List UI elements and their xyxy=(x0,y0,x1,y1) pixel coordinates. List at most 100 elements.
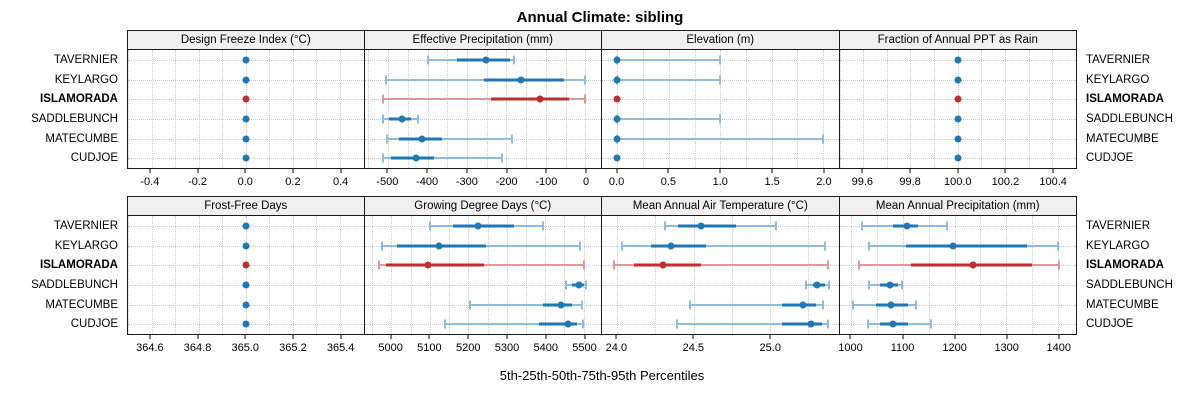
percentile-whisker xyxy=(614,264,828,267)
gridline-vertical xyxy=(545,50,547,168)
median-dot xyxy=(242,154,250,162)
gridline-vertical xyxy=(886,50,888,168)
median-dot xyxy=(954,56,962,64)
median-dot xyxy=(667,242,675,249)
median-dot xyxy=(242,261,250,269)
gridline-vertical xyxy=(526,216,527,334)
gridline-vertical xyxy=(957,50,959,168)
whisker-cap xyxy=(914,300,917,309)
axis-row-top: -0.4 -0.2 0.0 0.2 0.4 -500 -400 -300 -200 -100 0 … xyxy=(0,169,1200,196)
gridline-vertical xyxy=(807,216,809,334)
gridline-vertical xyxy=(466,50,468,168)
axis-tick-label: 1.5 xyxy=(764,176,780,188)
gridline-vertical xyxy=(668,50,670,168)
whisker-cap xyxy=(469,300,472,309)
panel-header-effective-precipitation: Effective Precipitation (mm) xyxy=(364,31,601,50)
median-dot xyxy=(398,115,406,123)
axis-tick-label: -400 xyxy=(416,176,439,188)
row-label: KEYLARGO xyxy=(54,239,118,252)
median-dot xyxy=(807,320,815,328)
row-label: TAVERNIER xyxy=(1086,219,1151,232)
chart-title: Annual Climate: sibling xyxy=(516,9,684,26)
gridline-vertical xyxy=(583,216,585,334)
panel-band-bottom: TAVERNIER KEYLARGO ISLAMORADA SADDLEBUNCH MA… xyxy=(0,196,1200,335)
row-label: MATECUMBE xyxy=(45,298,118,311)
whisker-cap xyxy=(945,221,948,231)
median-dot xyxy=(474,222,482,230)
whisker-cap xyxy=(578,241,581,250)
axis-tick-mark xyxy=(244,169,246,173)
axis-tick-label: 100.0 xyxy=(943,176,972,188)
percentile-whisker xyxy=(470,303,582,306)
gridline-vertical xyxy=(339,216,341,334)
row-label: SADDLEBUNCH xyxy=(1086,112,1173,125)
row-label: SADDLEBUNCH xyxy=(31,278,118,291)
panel-plot-mean-annual-air-temperature xyxy=(602,216,839,334)
gridline-vertical xyxy=(877,216,879,334)
median-dot xyxy=(242,115,250,123)
row-label: CUDJOE xyxy=(70,152,118,165)
gridline-vertical xyxy=(391,216,393,334)
median-dot xyxy=(564,320,572,328)
whisker-cap xyxy=(719,55,722,65)
percentile-whisker xyxy=(383,157,503,160)
axis-tick-label: 1000 xyxy=(838,342,863,354)
axis-tick-mark xyxy=(954,335,956,339)
panel-plot-effective-precipitation xyxy=(364,50,601,168)
axis-tick-mark xyxy=(197,335,199,339)
median-dot xyxy=(613,56,621,64)
axis-tick-mark xyxy=(771,169,773,173)
gridline-vertical xyxy=(486,50,488,168)
gridline-horizontal xyxy=(602,99,839,101)
gridline-vertical xyxy=(771,50,773,168)
gridline-vertical xyxy=(1057,216,1059,334)
gridline-vertical xyxy=(863,50,865,168)
whisker-cap xyxy=(868,241,871,250)
interquartile-bar xyxy=(490,97,570,101)
gridline-horizontal xyxy=(602,158,839,160)
gridline-vertical xyxy=(316,216,318,334)
median-dot xyxy=(242,222,250,230)
whisker-cap xyxy=(828,280,831,290)
whisker-cap xyxy=(930,319,933,329)
axis-tick-label: 365.4 xyxy=(326,342,355,354)
gridline-vertical xyxy=(198,50,200,168)
gridline-vertical xyxy=(655,216,657,334)
gridline-vertical xyxy=(292,50,294,168)
axis-tick-mark xyxy=(149,335,151,339)
axis-tick-label: -200 xyxy=(495,176,518,188)
median-dot xyxy=(242,95,250,103)
gridline-vertical xyxy=(269,50,271,168)
axis-tick-mark xyxy=(909,169,911,173)
axis-tick-mark xyxy=(769,335,771,339)
gridline-vertical xyxy=(643,50,645,168)
whisker-cap xyxy=(565,280,568,290)
median-dot xyxy=(954,95,962,103)
whisker-cap xyxy=(866,319,869,329)
axis-tick-mark xyxy=(428,335,430,339)
axis-tick-mark xyxy=(861,169,863,173)
axis-tick-mark xyxy=(197,169,199,173)
axis-tick-mark xyxy=(902,335,904,339)
gridline-vertical xyxy=(449,216,451,334)
gridline-vertical xyxy=(565,50,567,168)
axis-tick-mark xyxy=(692,335,694,339)
gridline-vertical xyxy=(526,50,528,168)
whisker-cap xyxy=(385,134,388,143)
whisker-cap xyxy=(613,260,616,270)
gridline-vertical xyxy=(954,216,956,334)
gridline-vertical xyxy=(745,50,747,168)
whisker-cap xyxy=(868,280,871,290)
gridline-horizontal xyxy=(839,225,1076,227)
median-dot xyxy=(424,261,432,269)
gridline-horizontal xyxy=(364,284,601,286)
axis-tick-label: 0.0 xyxy=(237,176,253,188)
axis-tick-label: 364.6 xyxy=(136,342,164,354)
whisker-cap xyxy=(584,75,587,84)
whisker-cap xyxy=(900,280,903,290)
axis-tick-mark xyxy=(149,169,151,173)
median-dot xyxy=(418,135,426,142)
panel-design-freeze-index: Design Freeze Index (°C) xyxy=(127,30,365,169)
row-labels-left-top: TAVERNIER KEYLARGO ISLAMORADA SADDLEBUNCH MA… xyxy=(0,30,127,169)
percentile-whisker xyxy=(383,98,586,101)
